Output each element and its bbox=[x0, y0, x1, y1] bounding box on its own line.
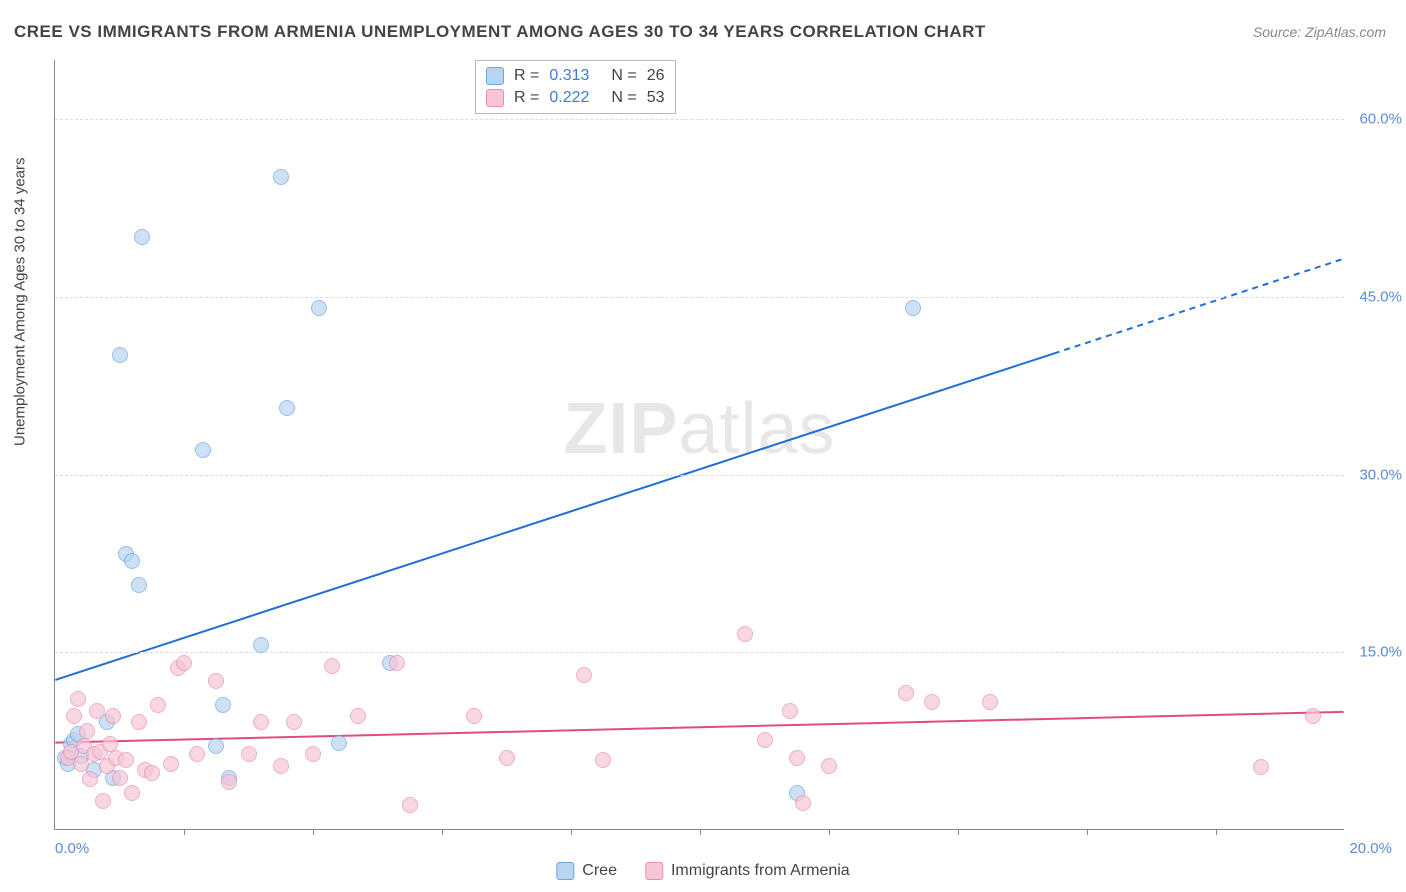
data-point bbox=[221, 774, 237, 790]
data-point bbox=[982, 694, 998, 710]
trendline bbox=[55, 712, 1343, 743]
data-point bbox=[124, 553, 140, 569]
data-point bbox=[176, 655, 192, 671]
x-tick bbox=[571, 829, 572, 835]
data-point bbox=[89, 703, 105, 719]
data-point bbox=[215, 697, 231, 713]
data-point bbox=[924, 694, 940, 710]
bottom-legend: Cree Immigrants from Armenia bbox=[556, 862, 849, 880]
legend-label: Immigrants from Armenia bbox=[671, 862, 850, 880]
data-point bbox=[789, 750, 805, 766]
data-point bbox=[350, 708, 366, 724]
data-point bbox=[208, 738, 224, 754]
data-point bbox=[131, 577, 147, 593]
chart-title: CREE VS IMMIGRANTS FROM ARMENIA UNEMPLOY… bbox=[14, 22, 986, 42]
data-point bbox=[208, 673, 224, 689]
trend-lines-svg bbox=[55, 60, 1344, 829]
legend-swatch bbox=[645, 862, 663, 880]
data-point bbox=[273, 169, 289, 185]
x-tick bbox=[184, 829, 185, 835]
trendline-solid bbox=[55, 354, 1053, 680]
data-point bbox=[112, 347, 128, 363]
data-point bbox=[757, 732, 773, 748]
data-point bbox=[195, 442, 211, 458]
legend-swatch bbox=[556, 862, 574, 880]
data-point bbox=[389, 655, 405, 671]
data-point bbox=[595, 752, 611, 768]
x-tick bbox=[829, 829, 830, 835]
y-tick-label: 60.0% bbox=[1359, 111, 1402, 128]
legend-label: Cree bbox=[582, 862, 617, 880]
data-point bbox=[737, 626, 753, 642]
gridline bbox=[55, 297, 1344, 298]
data-point bbox=[253, 637, 269, 653]
x-tick bbox=[313, 829, 314, 835]
data-point bbox=[821, 758, 837, 774]
source-attribution: Source: ZipAtlas.com bbox=[1253, 24, 1386, 40]
y-axis-label: Unemployment Among Ages 30 to 34 years bbox=[12, 157, 29, 446]
data-point bbox=[1305, 708, 1321, 724]
data-point bbox=[189, 746, 205, 762]
x-tick bbox=[1087, 829, 1088, 835]
data-point bbox=[134, 229, 150, 245]
y-tick-label: 15.0% bbox=[1359, 644, 1402, 661]
data-point bbox=[150, 697, 166, 713]
data-point bbox=[466, 708, 482, 724]
x-tick bbox=[700, 829, 701, 835]
data-point bbox=[66, 708, 82, 724]
data-point bbox=[311, 300, 327, 316]
data-point bbox=[163, 756, 179, 772]
data-point bbox=[576, 667, 592, 683]
data-point bbox=[144, 765, 160, 781]
data-point bbox=[795, 795, 811, 811]
bottom-legend-item: Cree bbox=[556, 862, 617, 880]
y-tick-label: 30.0% bbox=[1359, 466, 1402, 483]
data-point bbox=[286, 714, 302, 730]
trendline-dashed bbox=[1054, 259, 1344, 354]
x-tick bbox=[442, 829, 443, 835]
data-point bbox=[253, 714, 269, 730]
data-point bbox=[898, 685, 914, 701]
data-point bbox=[305, 746, 321, 762]
x-tick bbox=[1216, 829, 1217, 835]
data-point bbox=[241, 746, 257, 762]
plot-area: ZIPatlas R = 0.313N = 26R = 0.222N = 53 … bbox=[54, 60, 1344, 830]
data-point bbox=[118, 752, 134, 768]
gridline bbox=[55, 652, 1344, 653]
gridline bbox=[55, 475, 1344, 476]
data-point bbox=[402, 797, 418, 813]
x-tick bbox=[958, 829, 959, 835]
data-point bbox=[499, 750, 515, 766]
x-axis-max-label: 20.0% bbox=[1349, 840, 1392, 857]
y-tick-label: 45.0% bbox=[1359, 288, 1402, 305]
data-point bbox=[782, 703, 798, 719]
data-point bbox=[70, 691, 86, 707]
data-point bbox=[331, 735, 347, 751]
data-point bbox=[279, 400, 295, 416]
data-point bbox=[105, 708, 121, 724]
correlation-chart: CREE VS IMMIGRANTS FROM ARMENIA UNEMPLOY… bbox=[0, 0, 1406, 892]
data-point bbox=[324, 658, 340, 674]
data-point bbox=[905, 300, 921, 316]
data-point bbox=[124, 785, 140, 801]
data-point bbox=[131, 714, 147, 730]
x-axis-min-label: 0.0% bbox=[55, 840, 89, 857]
data-point bbox=[112, 770, 128, 786]
data-point bbox=[79, 723, 95, 739]
bottom-legend-item: Immigrants from Armenia bbox=[645, 862, 850, 880]
gridline bbox=[55, 119, 1344, 120]
data-point bbox=[82, 771, 98, 787]
data-point bbox=[1253, 759, 1269, 775]
data-point bbox=[95, 793, 111, 809]
data-point bbox=[273, 758, 289, 774]
